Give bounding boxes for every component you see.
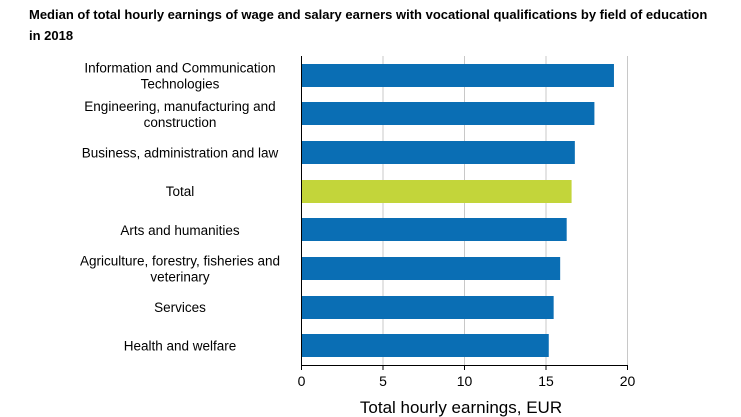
category-label-5-line-1: veterinary	[150, 269, 210, 284]
x-axis-title: Total hourly earnings, EUR	[360, 398, 562, 417]
category-label-3-line-0: Total	[166, 184, 195, 199]
category-labels: Information and Communication Technologie…	[80, 60, 280, 353]
bar-1	[301, 102, 595, 125]
category-label-6: Services	[154, 300, 206, 315]
bar-3	[301, 180, 572, 203]
x-axis: 0 5 10 15 20	[298, 56, 636, 389]
x-tick-label-0: 0	[298, 373, 306, 389]
category-label-5: Agriculture, forestry, fisheries and vete…	[80, 253, 280, 284]
x-tick-label-3: 15	[538, 373, 554, 389]
x-tick-label-2: 10	[457, 373, 473, 389]
bar-4	[301, 218, 567, 241]
bar-2	[301, 141, 575, 164]
category-label-1-line-0: Engineering, manufacturing and	[84, 99, 275, 114]
category-label-4-line-0: Arts and humanities	[120, 223, 240, 238]
x-tick-label-1: 5	[379, 373, 387, 389]
category-label-0-line-0: Information and Communication	[84, 60, 275, 75]
x-tick-label-4: 20	[620, 373, 636, 389]
category-label-0: Information and Communication Technologie…	[84, 60, 275, 91]
category-label-2: Business, administration and law	[82, 146, 279, 161]
bars	[301, 64, 614, 357]
category-label-3: Total	[166, 184, 195, 199]
category-label-6-line-0: Services	[154, 300, 206, 315]
category-label-0-line-1: Technologies	[141, 76, 220, 91]
bar-6	[301, 296, 554, 319]
category-label-7: Health and welfare	[124, 339, 237, 354]
category-label-4: Arts and humanities	[120, 223, 240, 238]
category-label-1-line-1: construction	[144, 115, 217, 130]
chart-title: Median of total hourly earnings of wage …	[29, 7, 708, 43]
bar-5	[301, 257, 561, 280]
category-label-5-line-0: Agriculture, forestry, fisheries and	[80, 253, 280, 268]
bar-7	[301, 334, 549, 357]
category-label-1: Engineering, manufacturing and constructi…	[84, 99, 275, 130]
category-label-2-line-0: Business, administration and law	[82, 146, 279, 161]
bar-0	[301, 64, 614, 87]
category-label-7-line-0: Health and welfare	[124, 339, 237, 354]
